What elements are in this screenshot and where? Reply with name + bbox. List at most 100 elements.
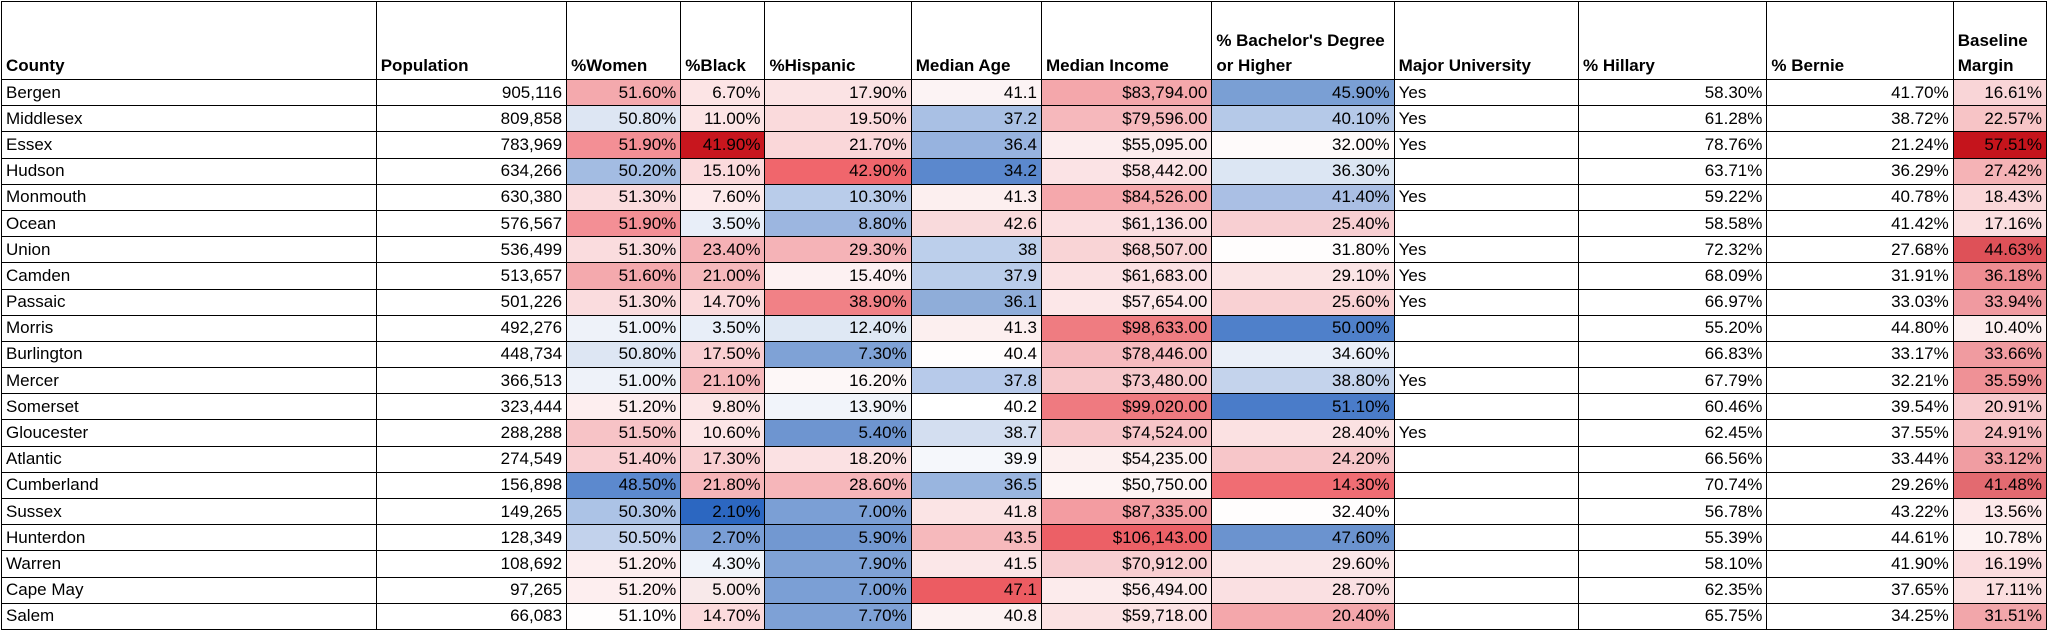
cell-pct-bernie[interactable]: 43.22%	[1766, 497, 1954, 526]
cell-pct-hillary[interactable]: 59.22%	[1578, 183, 1768, 211]
cell-pct-hillary[interactable]: 66.83%	[1578, 340, 1768, 369]
cell-baseline-margin[interactable]: 16.19%	[1952, 550, 2048, 578]
cell-median-income[interactable]: $56,494.00	[1040, 576, 1213, 604]
cell-pct-bachelors[interactable]: 51.10%	[1211, 393, 1395, 421]
cell-pct-hillary[interactable]: 55.39%	[1578, 524, 1768, 552]
cell-population[interactable]: 783,969	[375, 131, 568, 159]
cell-county[interactable]: Camden	[1, 262, 377, 290]
header-pct-hispanic[interactable]: %Hispanic	[764, 1, 912, 80]
cell-pct-hispanic[interactable]: 5.40%	[764, 419, 912, 447]
cell-pct-black[interactable]: 11.00%	[680, 105, 766, 133]
cell-median-age[interactable]: 41.1	[910, 78, 1042, 107]
cell-pct-bachelors[interactable]: 29.10%	[1211, 262, 1395, 290]
cell-pct-bernie[interactable]: 27.68%	[1766, 236, 1954, 264]
cell-median-income[interactable]: $61,136.00	[1040, 209, 1213, 238]
cell-baseline-margin[interactable]: 10.40%	[1952, 314, 2048, 342]
cell-pct-black[interactable]: 3.50%	[680, 314, 766, 342]
cell-pct-hillary[interactable]: 63.71%	[1578, 157, 1768, 185]
cell-pct-black[interactable]: 2.10%	[680, 497, 766, 526]
cell-median-age[interactable]: 37.9	[910, 262, 1042, 290]
cell-pct-women[interactable]: 51.90%	[566, 131, 682, 159]
cell-pct-hillary[interactable]: 78.76%	[1578, 131, 1768, 159]
cell-baseline-margin[interactable]: 33.94%	[1952, 288, 2048, 316]
cell-pct-women[interactable]: 51.30%	[566, 183, 682, 211]
cell-major-university[interactable]: Yes	[1393, 236, 1580, 264]
cell-pct-women[interactable]: 51.00%	[566, 367, 682, 395]
cell-pct-hillary[interactable]: 58.30%	[1578, 78, 1768, 107]
cell-major-university[interactable]	[1393, 314, 1580, 342]
cell-pct-black[interactable]: 15.10%	[680, 157, 766, 185]
cell-pct-hillary[interactable]: 58.58%	[1578, 209, 1768, 238]
cell-pct-black[interactable]: 17.50%	[680, 340, 766, 369]
cell-pct-bachelors[interactable]: 28.70%	[1211, 576, 1395, 604]
cell-major-university[interactable]	[1393, 524, 1580, 552]
cell-pct-hillary[interactable]: 60.46%	[1578, 393, 1768, 421]
cell-population[interactable]: 66,083	[375, 602, 568, 630]
cell-pct-bachelors[interactable]: 20.40%	[1211, 602, 1395, 630]
cell-median-income[interactable]: $79,596.00	[1040, 105, 1213, 133]
cell-pct-women[interactable]: 51.90%	[566, 209, 682, 238]
cell-pct-black[interactable]: 5.00%	[680, 576, 766, 604]
cell-population[interactable]: 274,549	[375, 445, 568, 473]
cell-population[interactable]: 809,858	[375, 105, 568, 133]
header-pct-black[interactable]: %Black	[680, 1, 766, 80]
cell-median-age[interactable]: 38.7	[910, 419, 1042, 447]
cell-county[interactable]: Morris	[1, 314, 377, 342]
cell-major-university[interactable]	[1393, 340, 1580, 369]
cell-major-university[interactable]	[1393, 393, 1580, 421]
cell-pct-hillary[interactable]: 72.32%	[1578, 236, 1768, 264]
cell-population[interactable]: 634,266	[375, 157, 568, 185]
cell-pct-black[interactable]: 2.70%	[680, 524, 766, 552]
cell-pct-bernie[interactable]: 44.80%	[1766, 314, 1954, 342]
cell-median-age[interactable]: 41.8	[910, 497, 1042, 526]
cell-pct-bachelors[interactable]: 31.80%	[1211, 236, 1395, 264]
cell-median-age[interactable]: 34.2	[910, 157, 1042, 185]
cell-pct-bachelors[interactable]: 32.00%	[1211, 131, 1395, 159]
cell-county[interactable]: Monmouth	[1, 183, 377, 211]
cell-pct-hispanic[interactable]: 28.60%	[764, 471, 912, 500]
cell-pct-hispanic[interactable]: 7.90%	[764, 550, 912, 578]
cell-population[interactable]: 630,380	[375, 183, 568, 211]
cell-pct-hillary[interactable]: 67.79%	[1578, 367, 1768, 395]
header-median-age[interactable]: Median Age	[910, 1, 1042, 80]
cell-pct-hispanic[interactable]: 10.30%	[764, 183, 912, 211]
cell-major-university[interactable]	[1393, 497, 1580, 526]
cell-major-university[interactable]	[1393, 209, 1580, 238]
cell-major-university[interactable]	[1393, 576, 1580, 604]
cell-baseline-margin[interactable]: 33.66%	[1952, 340, 2048, 369]
cell-median-age[interactable]: 41.3	[910, 183, 1042, 211]
cell-median-income[interactable]: $55,095.00	[1040, 131, 1213, 159]
cell-population[interactable]: 448,734	[375, 340, 568, 369]
cell-pct-women[interactable]: 51.30%	[566, 288, 682, 316]
cell-pct-hispanic[interactable]: 16.20%	[764, 367, 912, 395]
cell-major-university[interactable]: Yes	[1393, 78, 1580, 107]
cell-pct-black[interactable]: 41.90%	[680, 131, 766, 159]
cell-pct-hillary[interactable]: 68.09%	[1578, 262, 1768, 290]
cell-pct-black[interactable]: 21.00%	[680, 262, 766, 290]
cell-pct-black[interactable]: 14.70%	[680, 602, 766, 630]
cell-pct-hillary[interactable]: 66.97%	[1578, 288, 1768, 316]
cell-median-income[interactable]: $74,524.00	[1040, 419, 1213, 447]
cell-baseline-margin[interactable]: 22.57%	[1952, 105, 2048, 133]
cell-pct-bachelors[interactable]: 29.60%	[1211, 550, 1395, 578]
cell-median-age[interactable]: 36.4	[910, 131, 1042, 159]
cell-county[interactable]: Atlantic	[1, 445, 377, 473]
header-population[interactable]: Population	[375, 1, 568, 80]
cell-median-income[interactable]: $83,794.00	[1040, 78, 1213, 107]
header-pct-women[interactable]: %Women	[566, 1, 682, 80]
cell-population[interactable]: 156,898	[375, 471, 568, 500]
cell-pct-bachelors[interactable]: 24.20%	[1211, 445, 1395, 473]
cell-pct-hispanic[interactable]: 15.40%	[764, 262, 912, 290]
cell-pct-bernie[interactable]: 37.65%	[1766, 576, 1954, 604]
cell-baseline-margin[interactable]: 18.43%	[1952, 183, 2048, 211]
cell-pct-bachelors[interactable]: 28.40%	[1211, 419, 1395, 447]
cell-median-income[interactable]: $106,143.00	[1040, 524, 1213, 552]
cell-pct-black[interactable]: 14.70%	[680, 288, 766, 316]
cell-pct-bernie[interactable]: 38.72%	[1766, 105, 1954, 133]
cell-median-income[interactable]: $99,020.00	[1040, 393, 1213, 421]
cell-pct-women[interactable]: 51.20%	[566, 576, 682, 604]
cell-pct-hispanic[interactable]: 7.30%	[764, 340, 912, 369]
cell-pct-black[interactable]: 17.30%	[680, 445, 766, 473]
cell-pct-bachelors[interactable]: 25.40%	[1211, 209, 1395, 238]
cell-population[interactable]: 97,265	[375, 576, 568, 604]
